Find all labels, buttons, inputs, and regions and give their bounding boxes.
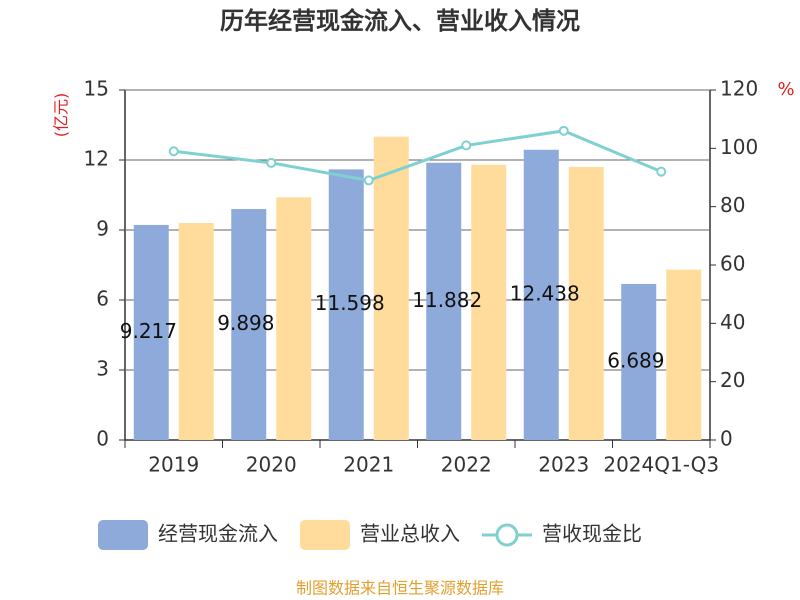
data-label: 9.898 (217, 311, 274, 335)
legend-marker (495, 523, 519, 547)
line (173, 129, 662, 182)
x-tick-label: 2019 (148, 453, 199, 477)
bar (276, 197, 312, 440)
x-tick-label: 2020 (246, 453, 297, 477)
bar (178, 223, 214, 440)
bar (133, 224, 169, 440)
x-tick-label: 2024Q1-Q3 (603, 453, 719, 477)
y2-tick-label: 60 (720, 252, 745, 276)
line-point (363, 175, 374, 186)
bar (328, 169, 364, 440)
x-tick-label: 2022 (441, 453, 492, 477)
y2-tick-label: 80 (720, 193, 745, 217)
data-label: 6.689 (607, 348, 664, 372)
bar (373, 136, 409, 440)
data-label: 12.438 (510, 281, 580, 305)
bar (568, 167, 604, 440)
bar (231, 209, 267, 440)
footer: 制图数据来自恒生聚源数据库 (296, 579, 504, 598)
bar (426, 162, 462, 440)
y2-tick-label: 20 (720, 368, 745, 392)
y-tick-label: 0 (96, 427, 109, 451)
legend-label: 营收现金比 (542, 522, 642, 546)
y2-axis-label: % (777, 79, 794, 100)
legend-swatch (98, 520, 148, 550)
y-tick-label: 3 (96, 357, 109, 381)
line-point (656, 166, 667, 177)
bar (523, 149, 559, 440)
y-tick-label: 15 (84, 77, 109, 101)
y-axis-label: (亿元) (52, 93, 71, 138)
y2-tick-label: 120 (720, 77, 758, 101)
data-label: 11.882 (412, 288, 482, 312)
line-point (461, 140, 472, 151)
y2-tick-label: 100 (720, 135, 758, 159)
x-tick-label: 2021 (343, 453, 394, 477)
bar (621, 283, 657, 440)
legend-label: 营业总收入 (360, 522, 460, 546)
legend-label: 经营现金流入 (158, 522, 278, 546)
data-label: 11.598 (315, 291, 385, 315)
bar (666, 269, 702, 440)
data-label: 9.217 (120, 319, 177, 343)
y-tick-label: 12 (84, 147, 109, 171)
y-tick-label: 9 (96, 217, 109, 241)
x-tick-label: 2023 (538, 453, 589, 477)
line-point (168, 146, 179, 157)
bar (471, 164, 507, 440)
line-point (558, 125, 569, 136)
y2-tick-label: 40 (720, 310, 745, 334)
y2-tick-label: 0 (720, 427, 733, 451)
legend-swatch (300, 520, 350, 550)
y-tick-label: 6 (96, 287, 109, 311)
chart-title: 历年经营现金流入、营业收入情况 (220, 7, 580, 35)
line-point (266, 157, 277, 168)
